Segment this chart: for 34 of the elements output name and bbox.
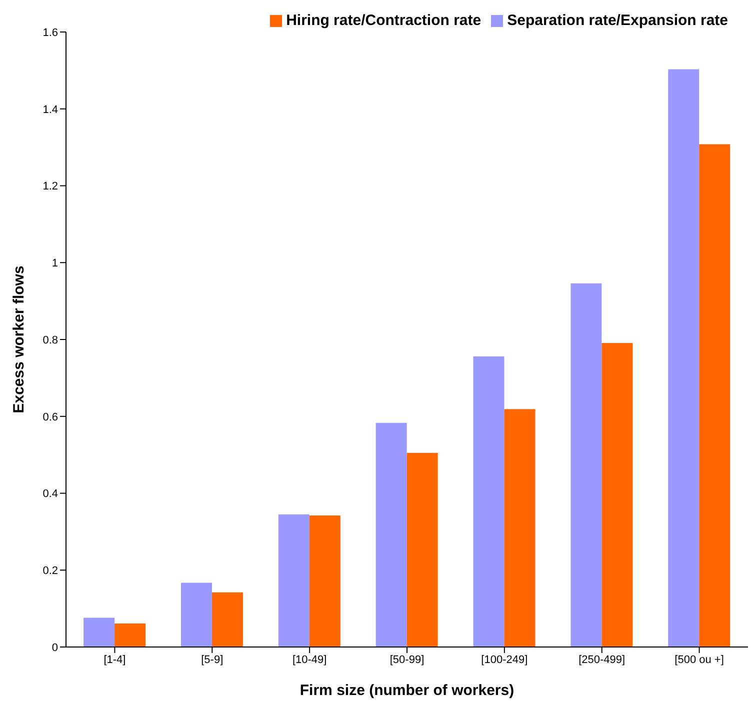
x-tick-label: [1-4] — [104, 654, 126, 666]
y-tick-label: 0.8 — [42, 334, 58, 346]
bar — [504, 409, 536, 647]
x-tick-label: [250-499] — [578, 654, 626, 666]
bar — [668, 69, 700, 647]
y-tick-label: 1.4 — [42, 104, 58, 116]
x-tick-label: [100-249] — [481, 654, 528, 666]
bar — [699, 144, 730, 647]
x-tick-label: [500 ou +] — [674, 654, 724, 666]
bar — [278, 514, 310, 647]
bar — [84, 618, 115, 647]
bar — [473, 356, 504, 647]
bar — [602, 342, 633, 647]
x-tick-label: [10-49] — [292, 654, 327, 666]
y-tick-label: 1.2 — [42, 180, 58, 193]
bar — [570, 283, 602, 647]
y-tick-label: 0 — [52, 642, 58, 654]
bar — [180, 582, 212, 647]
bar — [212, 592, 243, 647]
legend-label: Separation rate/Expansion rate — [507, 12, 728, 29]
bar — [376, 422, 407, 647]
bar — [114, 624, 146, 647]
y-tick-label: 1.6 — [42, 26, 58, 39]
bar — [406, 452, 438, 647]
y-tick-label: 0.6 — [42, 411, 58, 424]
x-axis-title: Firm size (number of workers) — [300, 682, 514, 699]
y-tick-label: 1 — [52, 258, 58, 270]
x-tick-label: [50-99] — [390, 654, 424, 666]
y-tick-label: 0.4 — [42, 488, 58, 500]
y-tick-label: 0.2 — [42, 565, 58, 578]
bar — [309, 516, 340, 647]
y-axis-title: Excess worker flows — [10, 266, 28, 414]
legend-label: Hiring rate/Contraction rate — [286, 12, 482, 29]
x-tick-label: [5-9] — [201, 654, 224, 666]
